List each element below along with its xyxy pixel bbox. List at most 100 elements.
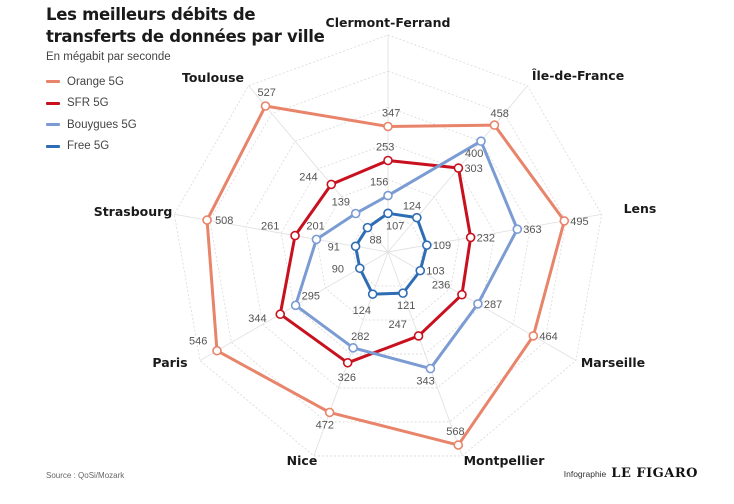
value-label-bouygues: 343 xyxy=(416,376,434,388)
legend-swatch-free xyxy=(46,144,60,148)
legend-item-bouygues: Bouygues 5G xyxy=(46,114,137,136)
legend-swatch-sfr xyxy=(46,101,60,105)
legend-swatch-bouygues xyxy=(46,123,60,127)
value-label-sfr: 303 xyxy=(464,163,482,175)
data-point-bouygues xyxy=(350,208,361,219)
chart-subtitle: En mégabit par seconde xyxy=(46,51,171,63)
data-point-free xyxy=(398,288,408,298)
data-point-free xyxy=(412,212,422,223)
value-label-sfr: 232 xyxy=(477,232,495,244)
credit-label: Infographie xyxy=(563,469,607,479)
axis-label-toulouse: Toulouse xyxy=(182,70,244,85)
value-label-free: 124 xyxy=(403,201,421,213)
grid-ring xyxy=(351,215,425,287)
value-label-free: 124 xyxy=(353,305,371,317)
series-line-free xyxy=(354,211,429,296)
axis-label-montpellier: Montpellier xyxy=(464,453,546,468)
axis-label-strasbourg: Strasbourg xyxy=(94,204,173,219)
legend: Orange 5G SFR 5G Bouygues 5G Free 5G xyxy=(46,71,137,157)
value-label-free: 103 xyxy=(426,266,444,278)
data-point-sfr xyxy=(413,331,424,341)
data-point-bouygues xyxy=(383,190,393,201)
legend-swatch-orange xyxy=(46,80,60,84)
value-label-orange: 458 xyxy=(490,108,508,120)
legend-item-orange: Orange 5G xyxy=(46,71,137,93)
chart-title-line-2: transferts de données par ville xyxy=(46,27,325,46)
legend-item-free: Free 5G xyxy=(46,136,137,158)
axis-label-nice: Nice xyxy=(287,453,318,468)
value-label-sfr: 261 xyxy=(261,221,279,233)
data-point-orange xyxy=(383,121,393,132)
axis-label-paris: Paris xyxy=(152,355,187,370)
chart-title: Les meilleurs débits de transferts de do… xyxy=(46,4,325,48)
value-label-orange: 508 xyxy=(215,215,233,227)
value-label-sfr: 247 xyxy=(389,319,407,331)
value-label-bouygues: 201 xyxy=(306,220,324,232)
data-point-sfr xyxy=(465,232,476,243)
value-label-bouygues: 156 xyxy=(370,177,388,189)
value-label-free: 121 xyxy=(397,300,415,312)
grid-ring xyxy=(280,143,496,355)
value-label-bouygues: 295 xyxy=(302,290,320,302)
legend-label-bouygues: Bouygues 5G xyxy=(67,118,137,131)
axis-line xyxy=(387,251,463,457)
data-point-orange xyxy=(453,440,464,450)
credit: Infographie LE FIGARO xyxy=(564,466,698,481)
legend-label-free: Free 5G xyxy=(67,140,110,153)
data-point-orange xyxy=(489,120,500,130)
data-point-free xyxy=(355,263,365,274)
axis-label-marseille: Marseille xyxy=(581,355,645,370)
legend-item-sfr: SFR 5G xyxy=(46,93,137,115)
data-point-free xyxy=(362,222,373,233)
value-label-orange: 464 xyxy=(539,331,557,343)
data-point-bouygues xyxy=(512,224,523,235)
value-label-orange: 495 xyxy=(570,216,588,228)
value-label-bouygues: 287 xyxy=(484,299,502,311)
data-point-sfr xyxy=(275,309,286,320)
data-point-free xyxy=(367,289,378,299)
value-label-sfr: 244 xyxy=(299,171,317,183)
data-point-bouygues xyxy=(473,299,483,309)
grid-ring xyxy=(245,106,531,389)
data-point-bouygues xyxy=(290,300,301,311)
value-label-orange: 527 xyxy=(257,87,275,99)
axis-label-clermont-ferrand: Clermont-Ferrand xyxy=(326,15,451,30)
grid-ring xyxy=(173,34,603,457)
value-label-bouygues: 363 xyxy=(523,224,541,236)
axis-line xyxy=(313,251,389,457)
legend-label-sfr: SFR 5G xyxy=(67,97,109,110)
series-line-bouygues xyxy=(294,139,519,371)
value-label-bouygues: 139 xyxy=(332,196,350,208)
series-line-orange xyxy=(205,104,566,447)
value-label-sfr: 236 xyxy=(432,280,450,292)
value-label-sfr: 326 xyxy=(338,372,356,384)
legend-label-orange: Orange 5G xyxy=(67,75,124,88)
value-label-free: 91 xyxy=(328,241,340,253)
data-point-orange xyxy=(324,407,335,418)
data-point-sfr xyxy=(457,289,467,300)
source-note: Source : QoSi/Mozark xyxy=(46,471,125,480)
data-point-free xyxy=(415,265,426,276)
data-point-orange xyxy=(202,215,212,225)
data-point-orange xyxy=(260,101,271,111)
axis-label-lens: Lens xyxy=(624,201,657,216)
data-point-bouygues xyxy=(311,234,322,245)
data-point-sfr xyxy=(290,230,300,241)
data-point-bouygues xyxy=(348,343,358,353)
axis-label--le-de-france: Île-de-France xyxy=(532,68,624,83)
value-label-sfr: 253 xyxy=(376,141,394,153)
data-point-free xyxy=(383,208,393,219)
data-point-bouygues xyxy=(425,363,436,374)
value-label-sfr: 344 xyxy=(248,313,266,325)
value-label-orange: 568 xyxy=(446,426,464,438)
value-label-bouygues: 400 xyxy=(465,148,483,160)
data-point-sfr xyxy=(342,357,353,368)
data-point-sfr xyxy=(383,155,393,166)
value-label-orange: 546 xyxy=(189,336,207,348)
data-point-free xyxy=(422,240,432,250)
data-point-sfr xyxy=(326,179,337,190)
value-label-bouygues: 282 xyxy=(351,331,369,343)
data-point-orange xyxy=(528,331,539,341)
value-label-orange: 347 xyxy=(382,108,400,120)
grid-ring xyxy=(209,70,567,423)
